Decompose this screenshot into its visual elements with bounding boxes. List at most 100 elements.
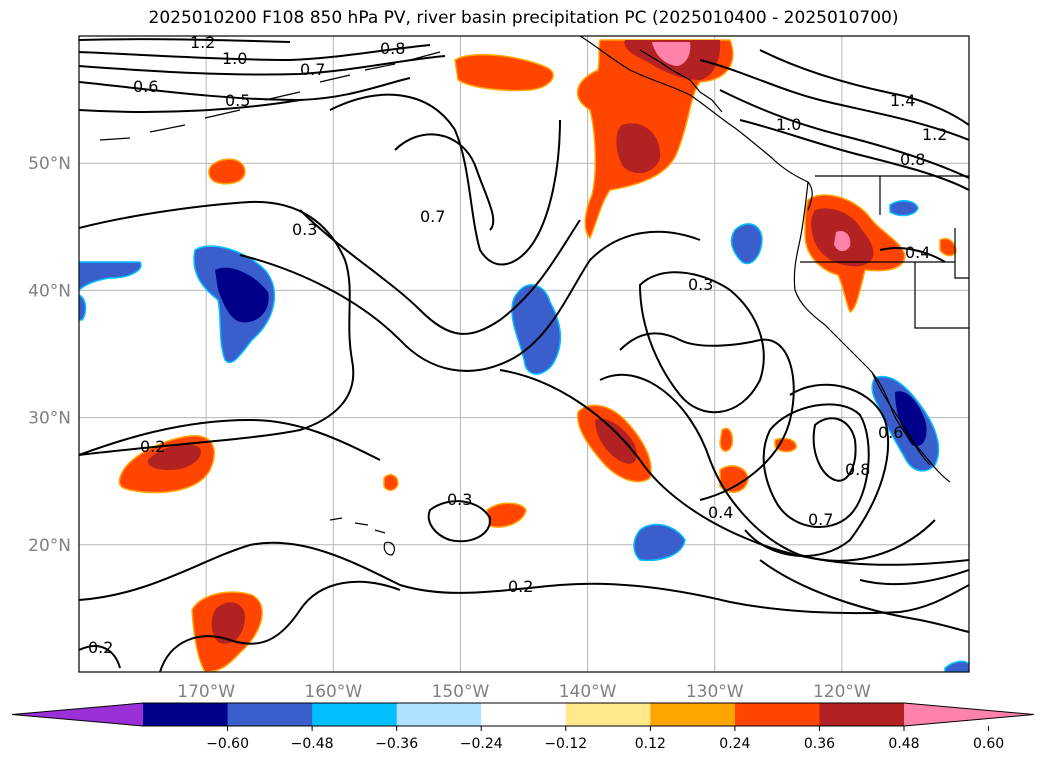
pos-anomaly-small-1 [719, 427, 734, 452]
colorbar-outline [11, 702, 1035, 727]
pv-label: 1.2 [190, 33, 215, 52]
pos-anomaly-nw-pacific [454, 54, 554, 92]
pv-contour-1.4 [759, 49, 969, 126]
colorbar-tick-label: −0.12 [544, 736, 587, 752]
alaska-coastline [579, 36, 813, 211]
pv-contour-0.3-east [638, 271, 765, 414]
aleutians-1 [99, 91, 301, 141]
pos-anomaly-south-core [211, 602, 245, 644]
pv-label: 0.3 [447, 490, 472, 509]
lat-tick-label: 30°N [28, 409, 71, 429]
neg-anomaly-nw-small [889, 200, 919, 217]
pos-anomaly-oregon-peak [834, 230, 851, 252]
pv-contours [79, 38, 969, 672]
colorbar-tick-label: −0.36 [375, 736, 418, 752]
colorbar-segment [481, 703, 567, 726]
pv-label: 0.4 [905, 243, 930, 262]
pv-label: 0.8 [900, 150, 925, 169]
pv-contour-0.8-west [79, 55, 446, 76]
pv-label: 0.4 [708, 503, 733, 522]
lat-tick-label: 50°N [28, 154, 71, 174]
lon-tick-label: 140°W [559, 682, 617, 702]
pv-contour-0.7-inner [394, 133, 495, 231]
pv-label: 0.7 [420, 207, 445, 226]
colorbar-segment [143, 703, 229, 726]
lon-tick-label: 170°W [177, 682, 235, 702]
neg-anomaly-sw-small [633, 523, 686, 562]
colorbar-extend-max [904, 703, 1034, 726]
pv-contour-0.8-east [812, 417, 857, 482]
gridlines [79, 36, 969, 672]
pv-label: 0.6 [133, 77, 158, 96]
pos-anomaly-small-6 [939, 238, 957, 257]
pv-label: 0.7 [300, 60, 325, 79]
pv-label: 0.3 [292, 220, 317, 239]
neg-anomaly-west-edge [79, 261, 142, 291]
colorbar-tick-label: 0.48 [888, 736, 919, 752]
pv-contour-0.3-small [427, 500, 492, 543]
pv-label: 0.5 [225, 91, 250, 110]
pv-contour-0.7-central [329, 93, 561, 266]
pv-contour-labels: 1.2 1.0 0.8 0.7 0.6 0.5 0.7 0.3 0.3 0.4 … [88, 33, 947, 657]
map-title: 2025010200 F108 850 hPa PV, river basin … [148, 8, 899, 28]
neg-anomaly-west-edge-2 [79, 294, 87, 321]
pv-contour-0.5 [79, 99, 301, 113]
pv-contour-0.4-central [299, 209, 581, 335]
lon-tick-label: 150°W [432, 682, 490, 702]
pos-anomaly-small-4 [486, 502, 527, 528]
pos-anomaly-central-core [595, 418, 637, 464]
lat-tick-label: 40°N [28, 281, 71, 301]
pv-label: 0.8 [380, 39, 405, 58]
pv-contour-0.2-mid [79, 418, 381, 461]
colorbar-segment [819, 703, 905, 726]
pv-contour-0.4-ne [879, 247, 946, 263]
pos-anomaly-gulf-alaska-core [616, 123, 661, 174]
colorbar-tick-label: 0.36 [804, 736, 835, 752]
pv-contour-0.4-se [599, 373, 936, 562]
bc-islands-coastline [639, 49, 723, 113]
pv-contour-east-lower [759, 559, 969, 633]
pv-label: 1.0 [776, 115, 801, 134]
map-area: 1.2 1.0 0.8 0.7 0.6 0.5 0.7 0.3 0.3 0.4 … [79, 33, 969, 672]
pv-contour-0.7-east [762, 403, 870, 528]
state-border-3 [954, 228, 969, 279]
colorbar-segment [565, 703, 651, 726]
colorbar-tick-label: −0.60 [206, 736, 249, 752]
pv-contour-1.2-west [79, 38, 291, 43]
pv-contour-east-high-1 [699, 59, 969, 141]
pv-contour-0.2-south [79, 541, 969, 615]
pv-label: 1.4 [890, 91, 915, 110]
colorbar-tick-label: 0.24 [719, 736, 750, 752]
baja-coastline [871, 371, 931, 466]
pos-anomaly-bc-coast-peak [652, 42, 691, 66]
neg-anomaly-bc [730, 223, 763, 265]
hawaii-islands [329, 517, 396, 556]
pv-contour-east-high-2 [719, 89, 969, 179]
pv-contour-east-south [859, 569, 969, 586]
pv-contour-1.0-west [79, 44, 431, 62]
map-frame [78, 35, 970, 673]
coastlines [99, 36, 969, 556]
pv-contour-east-high-3 [739, 119, 969, 191]
pv-contour-0.3-west [79, 200, 355, 456]
pv-label: 0.8 [845, 460, 870, 479]
pv-contour-0.3-se [499, 369, 969, 566]
pv-contour-0.6-west [79, 77, 411, 102]
pv-label: 0.2 [140, 437, 165, 456]
lon-tick-label: 160°W [304, 682, 362, 702]
lon-tick-label: 130°W [686, 682, 744, 702]
neg-anomaly-baja-core [895, 391, 927, 447]
colorbar-segment [396, 703, 482, 726]
lon-tick-label: 120°W [813, 682, 871, 702]
neg-anomaly-corner [944, 660, 969, 672]
pv-label: 0.2 [508, 577, 533, 596]
latitude-labels: 50°N 40°N 30°N 20°N [28, 154, 71, 556]
pos-anomaly-subtropics-west-core [147, 444, 201, 470]
colorbar-segment [227, 703, 313, 726]
colorbar-tick-label: −0.24 [460, 736, 503, 752]
state-border-4 [914, 262, 969, 329]
colorbar-tick-label: −0.48 [291, 736, 334, 752]
pv-label: 0.6 [878, 423, 903, 442]
pv-contour-0.3-central [239, 230, 701, 372]
